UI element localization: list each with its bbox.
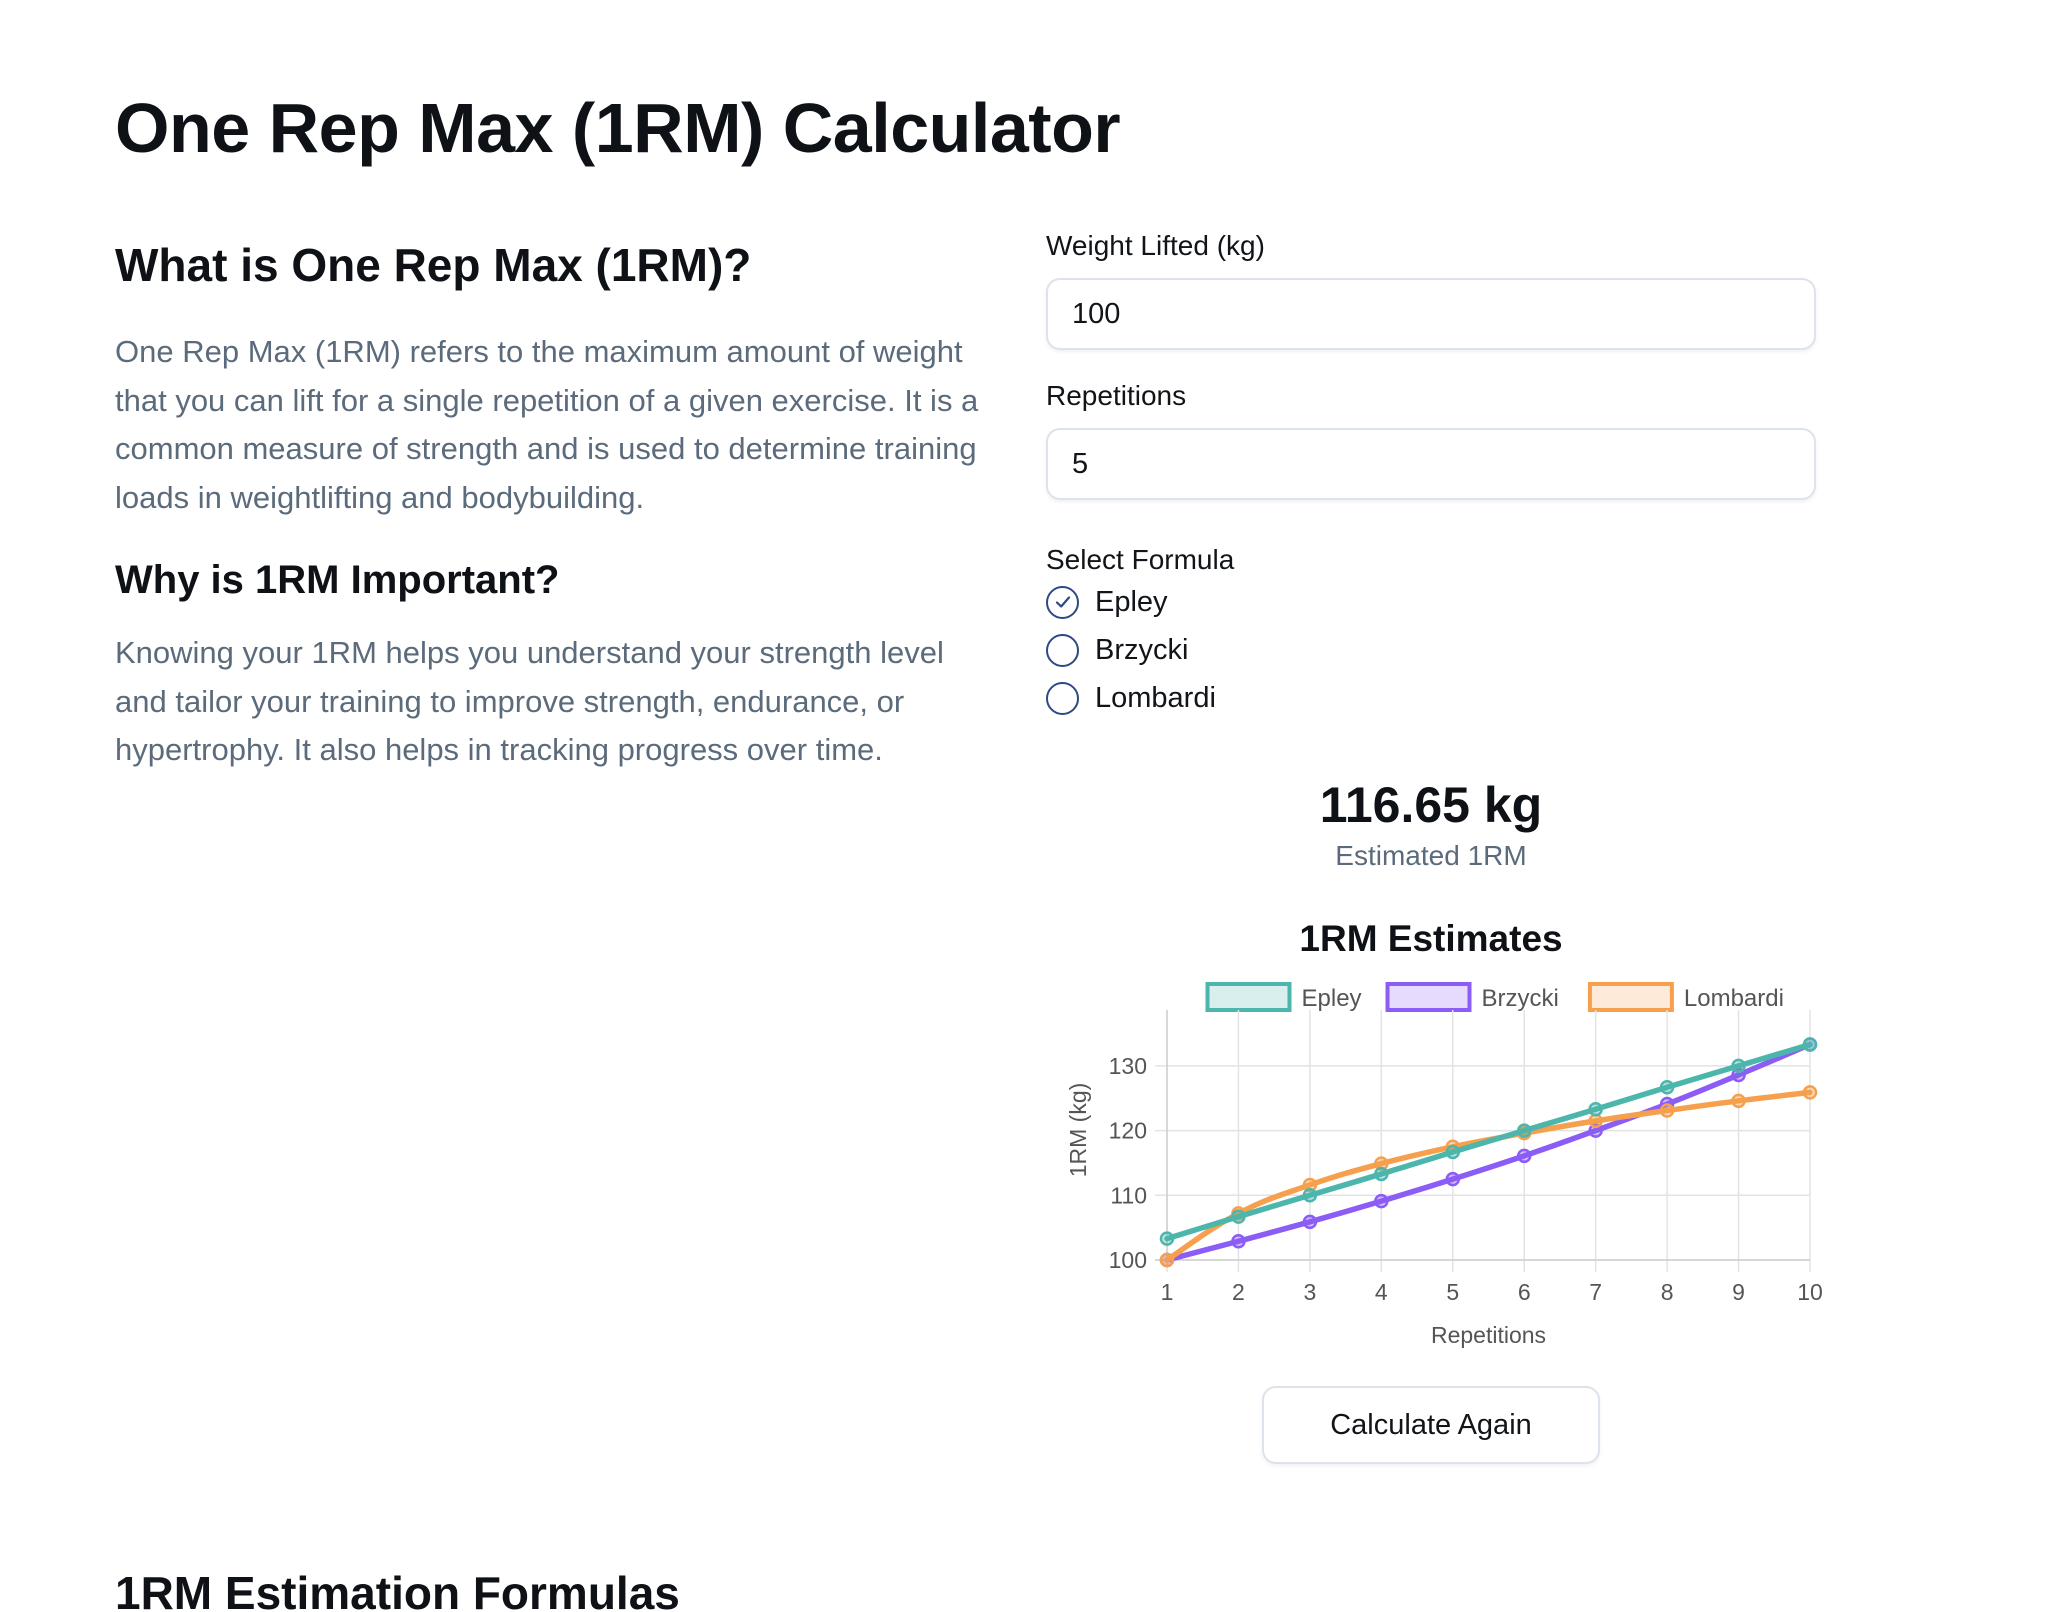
x-tick-label: 1: [1161, 1279, 1174, 1305]
data-point-epley: [1659, 1079, 1675, 1095]
x-tick-label: 8: [1661, 1279, 1674, 1305]
formula-option-label: Brzycki: [1095, 633, 1189, 666]
data-point-lombardi: [1588, 1113, 1603, 1129]
data-point-epley: [1231, 1209, 1246, 1224]
legend-label: Brzycki: [1482, 985, 1559, 1012]
weight-input[interactable]: [1046, 278, 1816, 350]
legend-label: Lombardi: [1684, 985, 1784, 1012]
radio-unchecked-icon[interactable]: [1046, 633, 1079, 667]
formula-radio-group: Epley Brzycki Lombardi: [1046, 578, 1864, 722]
x-tick-label: 5: [1446, 1279, 1459, 1305]
data-point-brzycki: [1445, 1171, 1461, 1187]
what-is-1rm-text: One Rep Max (1RM) refers to the maximum …: [115, 334, 979, 515]
weight-label: Weight Lifted (kg): [1046, 230, 1265, 261]
page-title: One Rep Max (1RM) Calculator: [115, 89, 1121, 167]
formula-option-epley[interactable]: Epley: [1046, 578, 1864, 626]
data-point-epley: [1159, 1231, 1175, 1246]
y-tick-label: 100: [1109, 1247, 1147, 1273]
result-panel: 116.65 kg Estimated 1RM: [1046, 776, 1816, 872]
1rm-estimates-chart: Epley Brzycki Lombardi 100 110 120 130 1 2 3 4 5 6 7 8…: [1065, 982, 1823, 1348]
why-1rm-important-text: Knowing your 1RM helps you understand yo…: [115, 635, 944, 767]
legend-swatch: [1205, 982, 1292, 1012]
formula-option-lombardi[interactable]: Lombardi: [1046, 674, 1864, 722]
data-point-brzycki: [1374, 1193, 1389, 1209]
calculate-again-button[interactable]: Calculate Again: [1262, 1386, 1600, 1464]
radio-checked-icon[interactable]: [1046, 585, 1079, 619]
data-point-epley: [1516, 1123, 1532, 1138]
legend-swatch: [1385, 982, 1472, 1012]
data-point-epley: [1302, 1188, 1318, 1203]
reps-label: Repetitions: [1046, 380, 1187, 411]
data-point-epley: [1374, 1166, 1389, 1182]
series-line-brzycki: [1164, 1041, 1813, 1263]
chart-title: 1RM Estimates: [1299, 918, 1563, 959]
formula-option-brzycki[interactable]: Brzycki: [1046, 626, 1864, 674]
formula-option-label: Lombardi: [1095, 681, 1216, 714]
what-is-1rm-heading: What is One Rep Max (1RM)?: [115, 239, 752, 291]
x-tick-label: 2: [1232, 1279, 1245, 1305]
x-tick-label: 7: [1589, 1279, 1602, 1305]
x-tick-label: 4: [1375, 1279, 1388, 1305]
formula-label: Select Formula: [1046, 544, 1235, 575]
legend-swatch: [1587, 982, 1674, 1012]
x-tick-label: 9: [1732, 1279, 1745, 1305]
data-point-epley: [1588, 1101, 1603, 1117]
data-point-brzycki: [1302, 1214, 1318, 1230]
data-point-epley: [1802, 1037, 1818, 1052]
legend-label: Epley: [1302, 985, 1362, 1012]
data-point-brzycki: [1588, 1123, 1603, 1138]
data-point-lombardi: [1159, 1252, 1175, 1268]
x-tick-label: 3: [1303, 1279, 1316, 1305]
x-tick-label: 10: [1797, 1279, 1823, 1305]
data-point-epley: [1445, 1144, 1461, 1160]
data-point-lombardi: [1302, 1177, 1318, 1193]
x-axis-label: Repetitions: [1431, 1322, 1546, 1348]
y-tick-label: 110: [1110, 1182, 1147, 1208]
radio-unchecked-icon[interactable]: [1046, 681, 1079, 715]
why-1rm-important-heading: Why is 1RM Important?: [115, 558, 560, 602]
series-line-epley: [1164, 1041, 1813, 1242]
data-point-lombardi: [1802, 1085, 1818, 1100]
y-tick-label: 120: [1109, 1118, 1147, 1144]
formula-option-label: Epley: [1095, 585, 1168, 618]
info-column: What is One Rep Max (1RM)? One Rep Max (…: [115, 238, 995, 775]
data-point-lombardi: [1731, 1093, 1746, 1109]
formulas-section-heading: 1RM Estimation Formulas: [115, 1567, 680, 1612]
estimated-1rm-label: Estimated 1RM: [1335, 840, 1527, 871]
x-tick-label: 6: [1518, 1279, 1531, 1305]
y-tick-label: 130: [1109, 1053, 1147, 1079]
data-point-brzycki: [1516, 1148, 1532, 1164]
data-point-lombardi: [1374, 1156, 1389, 1171]
estimated-1rm-value: 116.65 kg: [1319, 777, 1543, 833]
data-point-epley: [1731, 1058, 1746, 1074]
data-point-brzycki: [1231, 1233, 1246, 1249]
reps-input[interactable]: [1046, 428, 1816, 500]
calculator-form: Weight Lifted (kg) Repetitions Select Fo…: [1046, 230, 1864, 722]
data-point-lombardi: [1659, 1103, 1675, 1118]
y-axis-label: 1RM (kg): [1065, 1083, 1091, 1178]
